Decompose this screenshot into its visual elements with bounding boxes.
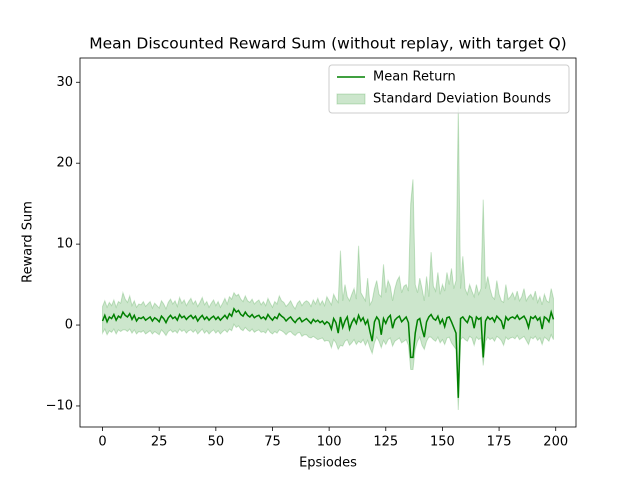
x-tick-label: 200 [543,435,568,450]
x-tick-label: 150 [430,435,455,450]
x-tick-label: 75 [264,435,281,450]
legend-label: Standard Deviation Bounds [373,92,551,107]
legend-label: Mean Return [373,70,456,85]
chart-title: Mean Discounted Reward Sum (without repl… [89,35,566,53]
y-tick-label: 30 [56,75,73,90]
plot-frame [79,57,577,428]
legend-box [328,64,570,114]
std-band [102,106,554,411]
x-tick-label: 125 [373,435,398,450]
y-tick-label: 0 [65,318,73,333]
legend-patch [336,93,366,105]
x-tick-label: 50 [208,435,225,450]
x-axis-label: Epsiodes [299,456,357,471]
y-axis-label: Reward Sum [21,201,36,283]
x-tick-label: 0 [98,435,106,450]
x-tick-label: 175 [487,435,512,450]
x-tick-label: 100 [317,435,342,450]
x-tick-label: 25 [151,435,168,450]
y-tick-label: −10 [46,398,73,413]
y-tick-label: 10 [56,237,73,252]
y-tick-label: 20 [56,156,73,171]
mean-line [101,307,555,398]
